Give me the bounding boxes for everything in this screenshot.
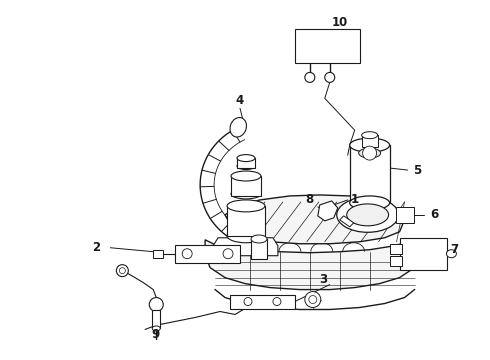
Ellipse shape (446, 250, 456, 258)
Bar (251, 239, 267, 259)
Bar (395, 207, 414, 223)
Polygon shape (213, 238, 278, 256)
Ellipse shape (237, 154, 255, 162)
Bar (231, 176, 261, 196)
Text: 10: 10 (332, 16, 348, 29)
Ellipse shape (152, 326, 160, 331)
Ellipse shape (350, 196, 390, 210)
Polygon shape (318, 201, 338, 221)
Circle shape (363, 146, 377, 160)
Bar (295, 28, 360, 63)
Text: 7: 7 (450, 243, 459, 256)
Bar (390, 244, 401, 254)
Text: 5: 5 (414, 163, 421, 176)
Ellipse shape (337, 197, 398, 232)
Circle shape (305, 72, 315, 82)
Bar (227, 206, 265, 236)
Ellipse shape (347, 204, 389, 226)
Ellipse shape (237, 163, 255, 170)
Text: 4: 4 (236, 94, 244, 107)
Bar (399, 238, 447, 270)
Circle shape (116, 265, 128, 276)
Text: 3: 3 (318, 273, 327, 286)
Bar (153, 250, 163, 258)
Text: 1: 1 (351, 193, 359, 206)
Ellipse shape (231, 171, 261, 181)
Circle shape (305, 292, 321, 307)
Text: 2: 2 (92, 241, 100, 254)
Ellipse shape (227, 229, 265, 243)
Ellipse shape (230, 117, 246, 137)
Text: 8: 8 (306, 193, 314, 206)
Bar (390, 256, 401, 266)
Text: 9: 9 (151, 328, 159, 341)
Bar (362, 135, 378, 147)
Ellipse shape (227, 200, 265, 212)
Ellipse shape (359, 148, 381, 158)
Ellipse shape (350, 138, 390, 152)
Polygon shape (230, 294, 295, 309)
Ellipse shape (362, 132, 378, 139)
Circle shape (149, 298, 163, 311)
Polygon shape (225, 195, 405, 244)
Bar (152, 310, 160, 328)
Circle shape (325, 72, 335, 82)
Ellipse shape (251, 235, 267, 243)
Text: 6: 6 (430, 208, 439, 221)
Bar (350, 145, 390, 203)
Bar (237, 158, 255, 168)
Polygon shape (340, 216, 354, 227)
Polygon shape (205, 240, 419, 289)
Polygon shape (175, 245, 240, 263)
Ellipse shape (231, 189, 261, 199)
